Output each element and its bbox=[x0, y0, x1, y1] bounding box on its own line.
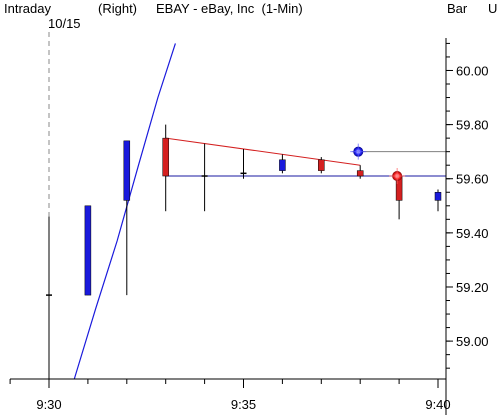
candle-body bbox=[356, 170, 364, 177]
candle-1 bbox=[84, 205, 92, 296]
chart-style-label-cut: U bbox=[488, 1, 497, 16]
candle-3 bbox=[162, 124, 169, 212]
scale-side-label: (Right) bbox=[98, 1, 138, 16]
date-marker-label: 10/15 bbox=[48, 16, 81, 31]
interval-label: Intraday bbox=[4, 1, 51, 16]
candle-body bbox=[434, 192, 442, 201]
price-tick-label: 59.00 bbox=[456, 334, 489, 349]
candle-body bbox=[84, 205, 92, 296]
trendline-red bbox=[165, 137, 361, 166]
price-tick-label: 59.60 bbox=[456, 172, 489, 187]
candle-body bbox=[318, 159, 325, 171]
indicator-curve bbox=[73, 43, 176, 380]
marker-rays bbox=[350, 143, 367, 160]
candle-2 bbox=[123, 140, 131, 296]
candle-0 bbox=[46, 216, 52, 379]
marker-blue bbox=[350, 143, 367, 160]
candle-8 bbox=[356, 165, 364, 179]
candle-7 bbox=[318, 157, 325, 174]
chart-title: EBAY - eBay, Inc (1-Min) bbox=[156, 1, 303, 16]
candle-body bbox=[279, 159, 286, 171]
time-tick-label: 9:30 bbox=[36, 397, 61, 412]
candle-5 bbox=[240, 148, 247, 179]
price-tick-label: 59.20 bbox=[456, 280, 489, 295]
marker-red bbox=[389, 168, 406, 185]
time-tick-label: 9:40 bbox=[425, 397, 450, 412]
price-tick-label: 59.80 bbox=[456, 118, 489, 133]
chart-style-label: Bar bbox=[447, 1, 468, 16]
candle-body bbox=[162, 137, 169, 177]
marker-rays bbox=[389, 168, 406, 185]
candle-10 bbox=[434, 189, 442, 212]
candle-6 bbox=[279, 154, 286, 174]
time-tick-label: 9:35 bbox=[231, 397, 256, 412]
price-tick-label: 60.00 bbox=[456, 63, 489, 78]
candle-body bbox=[123, 140, 131, 201]
price-tick-label: 59.40 bbox=[456, 226, 489, 241]
candle-4 bbox=[201, 143, 208, 212]
